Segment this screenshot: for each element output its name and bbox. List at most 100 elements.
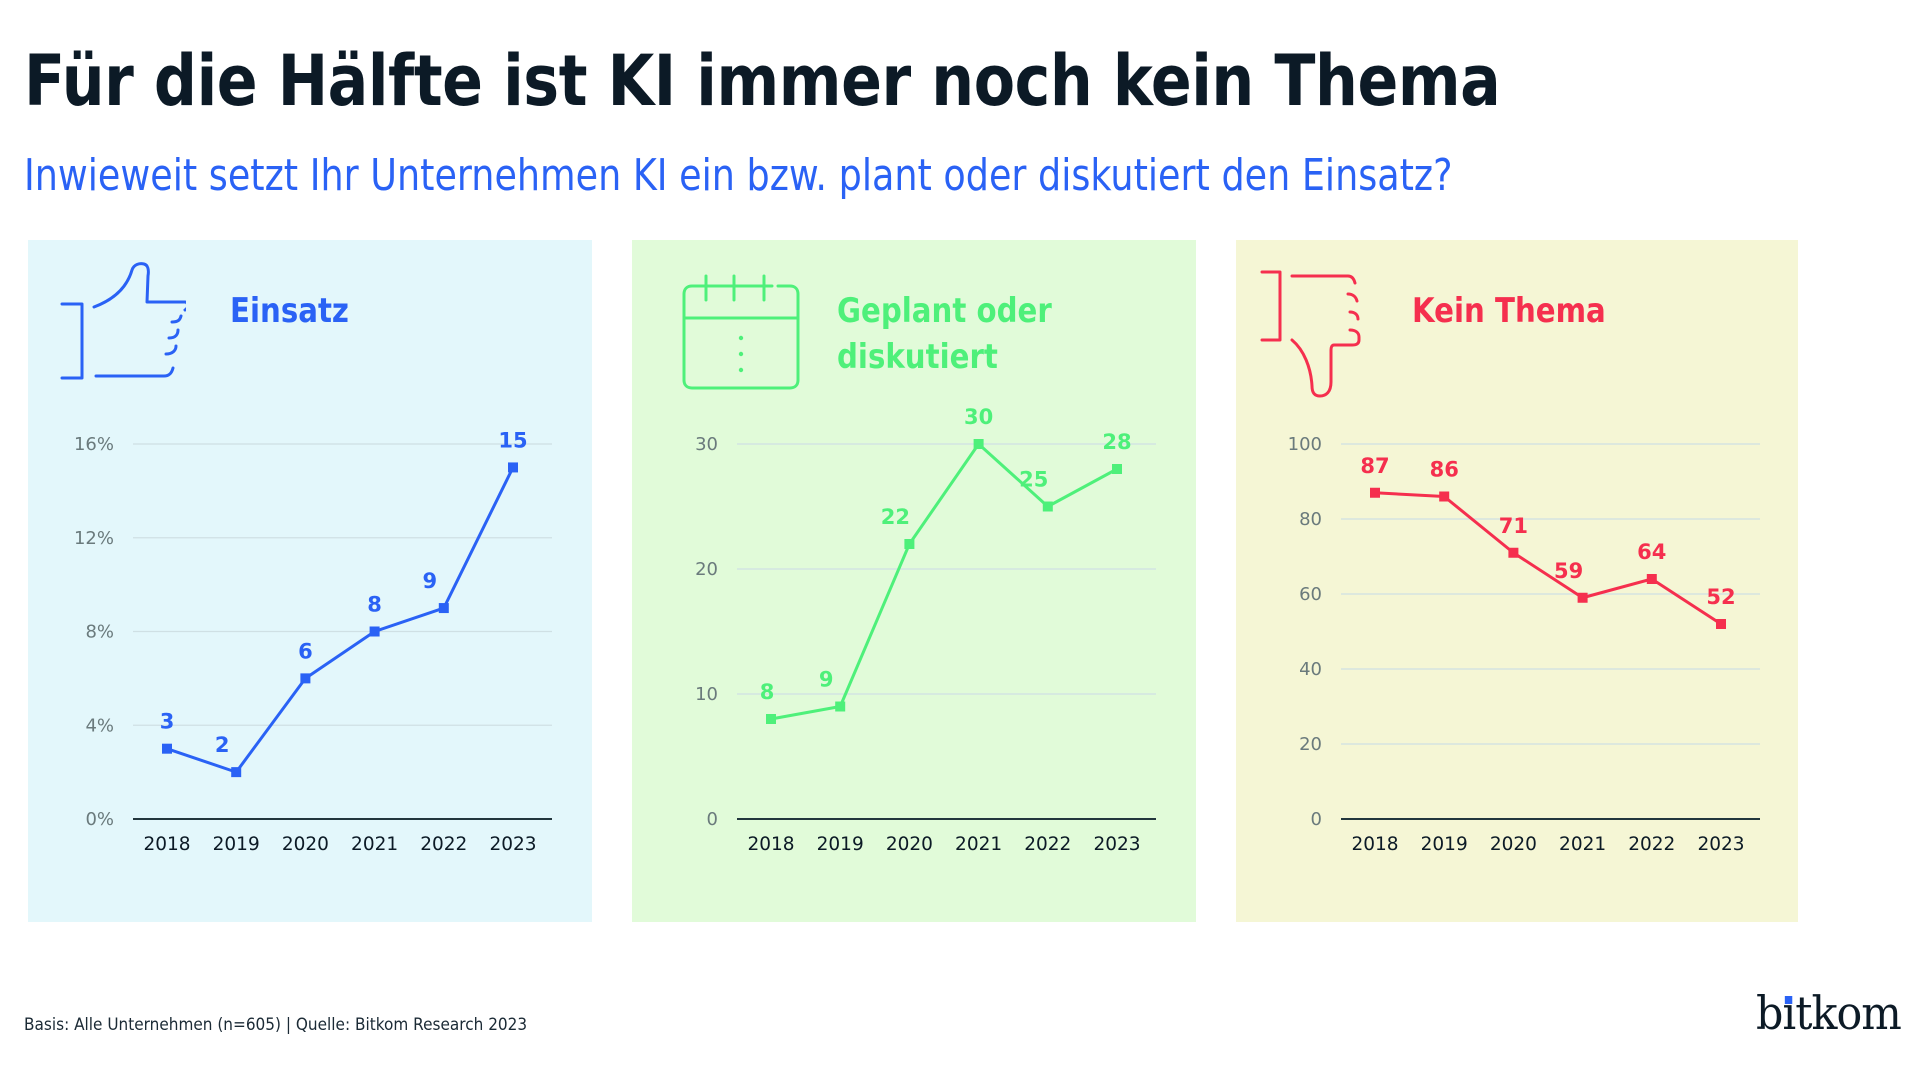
panel-einsatz: Einsatz 0% 4% 8% 12% 16% 2018 2019 2020 2021 2022…: [28, 240, 592, 922]
x-tick-label: 2023: [1697, 834, 1744, 855]
x-tick-label: 2018: [747, 834, 794, 855]
x-tick-label: 2020: [886, 834, 933, 855]
data-point: [835, 701, 846, 712]
data-point: [162, 743, 172, 754]
data-label: 25: [1019, 468, 1048, 492]
data-label: 87: [1360, 454, 1389, 478]
x-tick-label: 2022: [1024, 834, 1071, 855]
data-label: 86: [1430, 458, 1459, 482]
y-tick-label: 40: [1299, 659, 1322, 680]
series-line: [770, 442, 1118, 721]
logo-i: ı: [1782, 986, 1796, 1040]
y-tick-label: 16%: [74, 434, 114, 455]
panel-header: Geplant oder diskutiert: [632, 240, 1196, 420]
panel-title: Geplant oder diskutiert: [837, 288, 1052, 380]
data-label: 59: [1554, 559, 1583, 583]
y-tick-label: 10: [695, 684, 718, 705]
logo-text: tkom: [1795, 986, 1902, 1040]
data-point: [1439, 491, 1450, 502]
x-tick-label: 2023: [1093, 834, 1140, 855]
x-tick-label: 2020: [1490, 834, 1537, 855]
data-label: 71: [1499, 514, 1528, 538]
panel-title-line: Einsatz: [230, 291, 349, 331]
data-label: 28: [1102, 430, 1131, 454]
panel-title-line: Kein Thema: [1412, 291, 1606, 331]
data-point: [369, 626, 380, 637]
panel-title-line: Geplant oder: [837, 291, 1052, 331]
y-tick-label: 8%: [85, 622, 114, 643]
panel-title: Einsatz: [230, 288, 349, 334]
data-label: 2: [215, 733, 230, 757]
data-point: [300, 673, 311, 684]
x-tick-label: 2018: [1351, 834, 1398, 855]
series-line: [166, 466, 515, 774]
bitkom-logo: bı tkom: [1756, 986, 1902, 1040]
y-tick-label: 20: [695, 559, 718, 580]
data-label: 22: [881, 505, 910, 529]
thumbs-down-icon: [1260, 270, 1361, 398]
x-tick-label: 2019: [817, 834, 864, 855]
y-tick-label: 60: [1299, 584, 1322, 605]
data-point: [904, 539, 915, 549]
y-tick-label: 12%: [74, 528, 114, 549]
data-label: 30: [964, 405, 993, 429]
data-label: 64: [1637, 540, 1666, 564]
panel-header: Kein Thema: [1236, 240, 1798, 420]
data-point: [1042, 501, 1053, 512]
x-tick-label: 2019: [1421, 834, 1468, 855]
data-point: [1112, 464, 1122, 474]
page-subtitle: Inwieweit setzt Ihr Unternehmen KI ein b…: [24, 150, 1453, 201]
logo-i-stem: ı: [1782, 986, 1796, 1040]
data-label: 15: [498, 428, 527, 452]
x-tick-label: 2022: [420, 834, 467, 855]
source-note: Basis: Alle Unternehmen (n=605) | Quelle…: [24, 1015, 528, 1035]
y-tick-label: 0: [1311, 809, 1322, 830]
data-label: 8: [760, 680, 775, 704]
data-point: [1646, 574, 1657, 584]
y-tick-label: 30: [695, 434, 718, 455]
thumbs-up-icon: [60, 262, 186, 380]
logo-dot-icon: [1785, 996, 1793, 1004]
data-point: [438, 603, 449, 614]
data-point: [1370, 487, 1380, 498]
panel-geplant: Geplant oder diskutiert 0 10 20 30 2018 2019 2…: [632, 240, 1196, 922]
y-tick-label: 80: [1299, 509, 1322, 530]
x-tick-label: 2021: [351, 834, 398, 855]
data-label: 52: [1706, 585, 1735, 609]
data-point: [508, 462, 518, 473]
panel-header: Einsatz: [28, 240, 592, 420]
panel-kein-thema: Kein Thema 0 20 40 60 80 100 2018 2019 2020 2021 2…: [1236, 240, 1798, 922]
data-point: [1508, 547, 1519, 558]
data-label: 9: [422, 569, 437, 593]
data-label: 8: [367, 593, 382, 617]
page-title: Für die Hälfte ist KI immer noch kein Th…: [24, 40, 1501, 122]
logo-text: b: [1756, 986, 1783, 1040]
y-tick-label: 0: [707, 809, 718, 830]
y-tick-label: 0%: [85, 809, 114, 830]
x-tick-label: 2021: [1559, 834, 1606, 855]
y-tick-label: 20: [1299, 734, 1322, 755]
chart-kein-thema: 0 20 40 60 80 100 2018 2019 2020 2021 2022 2023 87 86…: [1288, 434, 1760, 855]
calendar-icon: [682, 274, 800, 390]
y-tick-label: 100: [1288, 434, 1322, 455]
data-label: 3: [160, 710, 175, 734]
chart-einsatz: 0% 4% 8% 12% 16% 2018 2019 2020 2021 2022 2023 3 2 6 8…: [74, 428, 552, 855]
x-tick-label: 2020: [282, 834, 329, 855]
data-point: [1577, 592, 1588, 603]
panel-title-line: diskutiert: [837, 337, 998, 377]
x-tick-label: 2018: [143, 834, 190, 855]
data-label: 9: [819, 668, 834, 692]
data-point: [231, 767, 242, 778]
panel-title: Kein Thema: [1412, 288, 1606, 334]
data-point: [766, 714, 776, 724]
y-tick-label: 4%: [85, 715, 114, 736]
data-point: [1716, 619, 1726, 629]
data-label: 6: [298, 639, 313, 663]
series-line: [1374, 491, 1722, 626]
data-point: [973, 439, 984, 449]
x-tick-label: 2022: [1628, 834, 1675, 855]
x-tick-label: 2019: [213, 834, 260, 855]
x-tick-label: 2021: [955, 834, 1002, 855]
chart-geplant: 0 10 20 30 2018 2019 2020 2021 2022 2023 8 9 22 30 25 2…: [695, 405, 1156, 855]
x-tick-label: 2023: [489, 834, 536, 855]
